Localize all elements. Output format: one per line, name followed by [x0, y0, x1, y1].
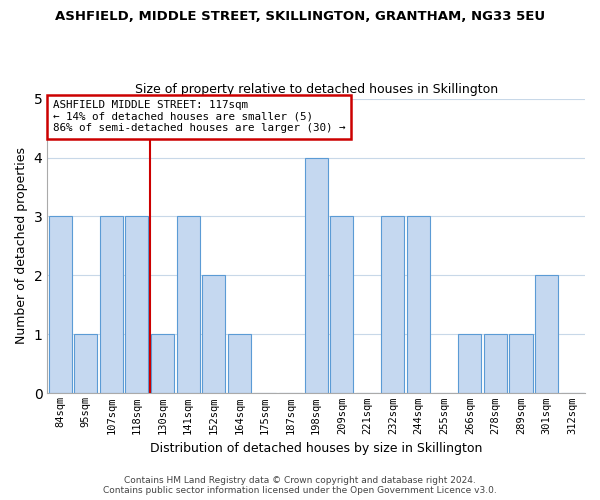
Bar: [330, 216, 353, 394]
Bar: [176, 216, 200, 394]
Bar: [407, 216, 430, 394]
X-axis label: Distribution of detached houses by size in Skillington: Distribution of detached houses by size …: [150, 442, 482, 455]
Bar: [151, 334, 174, 394]
Bar: [305, 158, 328, 394]
Text: ASHFIELD, MIDDLE STREET, SKILLINGTON, GRANTHAM, NG33 5EU: ASHFIELD, MIDDLE STREET, SKILLINGTON, GR…: [55, 10, 545, 23]
Y-axis label: Number of detached properties: Number of detached properties: [15, 148, 28, 344]
Bar: [484, 334, 507, 394]
Bar: [49, 216, 71, 394]
Bar: [535, 276, 558, 394]
Bar: [458, 334, 481, 394]
Bar: [74, 334, 97, 394]
Bar: [125, 216, 148, 394]
Bar: [100, 216, 123, 394]
Title: Size of property relative to detached houses in Skillington: Size of property relative to detached ho…: [134, 83, 498, 96]
Bar: [509, 334, 533, 394]
Bar: [228, 334, 251, 394]
Bar: [202, 276, 225, 394]
Text: Contains HM Land Registry data © Crown copyright and database right 2024.
Contai: Contains HM Land Registry data © Crown c…: [103, 476, 497, 495]
Bar: [382, 216, 404, 394]
Text: ASHFIELD MIDDLE STREET: 117sqm
← 14% of detached houses are smaller (5)
86% of s: ASHFIELD MIDDLE STREET: 117sqm ← 14% of …: [53, 100, 345, 133]
